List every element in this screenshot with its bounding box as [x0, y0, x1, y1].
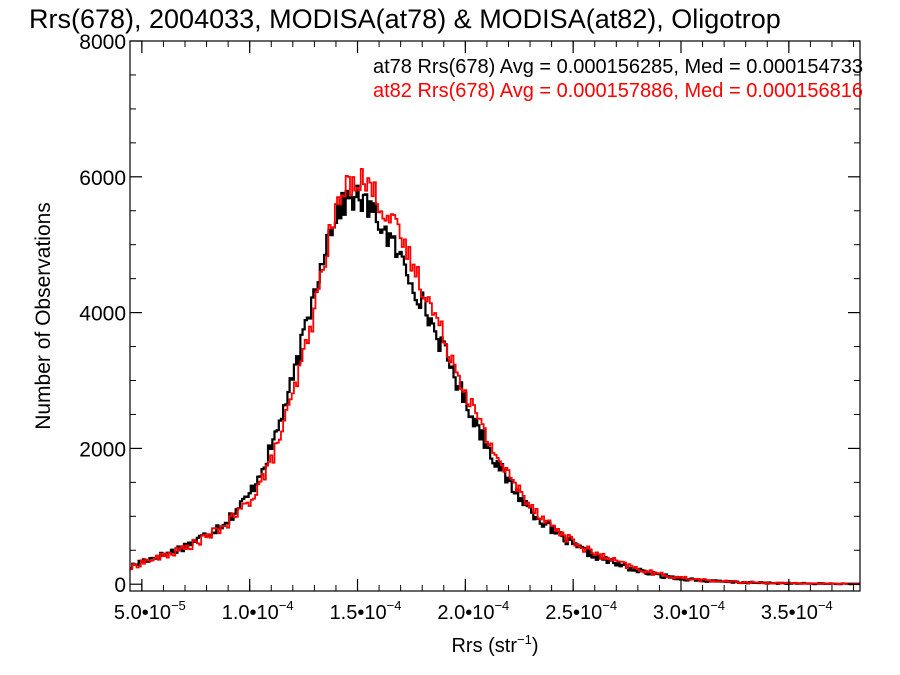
x-tick-mantissa: 3.0•10 — [653, 602, 710, 624]
x-tick-mantissa: 2.5•10 — [545, 602, 602, 624]
x-tick-exponent: −4 — [279, 598, 294, 613]
x-tick-label: 1.0•10−4 — [222, 598, 294, 624]
y-tick-label: 0 — [114, 574, 126, 597]
y-axis: 0 2000 4000 6000 8000 — [79, 31, 860, 597]
x-tick-mantissa: 2.0•10 — [437, 602, 494, 624]
x-axis-label-close: ) — [532, 635, 539, 657]
x-tick-exponent: −4 — [818, 598, 833, 613]
x-tick-exponent: −4 — [387, 598, 402, 613]
x-tick-label: 3.5•10−4 — [761, 598, 833, 624]
plot-series-group — [130, 167, 861, 586]
x-tick-mantissa: 1.0•10 — [222, 602, 279, 624]
y-tick-label: 2000 — [79, 438, 126, 461]
y-tick-label: 8000 — [79, 31, 126, 54]
x-tick-mantissa: 5.0•10 — [114, 602, 171, 624]
x-tick-exponent: −4 — [710, 598, 725, 613]
x-tick-label: 2.0•10−4 — [437, 598, 509, 624]
x-tick-mantissa: 1.5•10 — [330, 602, 387, 624]
x-axis: 5.0•10−5 1.0•10−4 1.5•10−4 2.0•10−4 2.5•10−4… — [114, 41, 855, 624]
x-tick-exponent: −4 — [494, 598, 509, 613]
x-tick-exponent: −4 — [602, 598, 617, 613]
x-tick-exponent: −5 — [171, 598, 186, 613]
x-tick-label: 3.0•10−4 — [653, 598, 725, 624]
series-at78-annotation: at78 Rrs(678) Avg = 0.000156285, Med = 0… — [373, 56, 863, 78]
y-tick-label: 6000 — [79, 167, 126, 190]
x-axis-label: Rrs (str−1) — [451, 632, 538, 657]
series-line-at82 — [130, 167, 860, 586]
plot-frame — [129, 40, 861, 592]
y-tick-label: 4000 — [79, 303, 126, 326]
x-tick-mantissa: 3.5•10 — [761, 602, 818, 624]
x-axis-label-text: Rrs (str — [451, 635, 517, 657]
x-tick-label: 2.5•10−4 — [545, 598, 617, 624]
y-axis-label: Number of Observations — [32, 202, 55, 430]
series-at82-annotation: at82 Rrs(678) Avg = 0.000157886, Med = 0… — [373, 80, 863, 102]
x-axis-label-exponent: −1 — [517, 632, 532, 647]
x-tick-label: 5.0•10−5 — [114, 598, 186, 624]
chart-title: Rrs(678), 2004033, MODISA(at78) & MODISA… — [29, 4, 781, 34]
x-tick-label: 1.5•10−4 — [330, 598, 402, 624]
